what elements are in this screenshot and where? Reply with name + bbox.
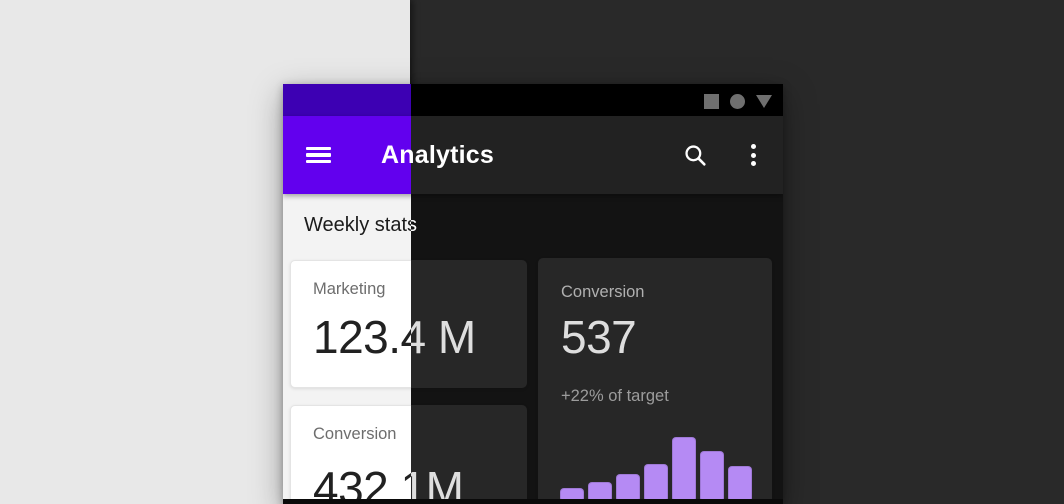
section-title: Weekly stats [304,214,417,236]
marketing-card[interactable]: Marketing 123.4 M [290,260,476,388]
search-icon[interactable] [682,142,708,168]
chart-bar [644,464,668,500]
chart-bar [672,437,696,500]
page-title: Analytics [381,141,411,170]
conversion-secondary-card[interactable]: Conversion 432.1M [290,405,464,504]
status-icon-group [704,94,772,109]
overflow-menu-icon[interactable] [740,142,766,168]
card-caption: +22% of target [561,387,669,405]
circle-status-icon [730,94,745,109]
app-bar: Analytics [283,116,411,194]
conversion-bar-chart [560,437,752,500]
chart-bar [560,488,584,500]
card-value: 123.4 M [313,311,476,363]
status-bar [283,84,411,116]
square-status-icon [704,94,719,109]
phone-screen-light-theme: Analytics Weekly stats Marketing 123.4 M… [283,84,476,504]
card-label: Marketing [313,280,386,298]
phone-mockup: Analytics Weekly stats Marketing 123.4 M… [283,84,783,504]
card-value: 537 [561,311,637,363]
conversion-card[interactable]: Conversion 537 +22% of target [538,258,772,504]
chart-bar [588,482,612,500]
chart-bar [700,451,724,500]
card-label: Conversion [561,283,645,301]
chart-bar [616,474,640,500]
menu-icon[interactable] [306,146,331,164]
chart-bar [728,466,752,500]
bottom-ui-strip [283,499,783,504]
triangle-status-icon [756,95,772,108]
card-label: Conversion [313,425,397,443]
card-value: 432.1M [313,462,464,504]
